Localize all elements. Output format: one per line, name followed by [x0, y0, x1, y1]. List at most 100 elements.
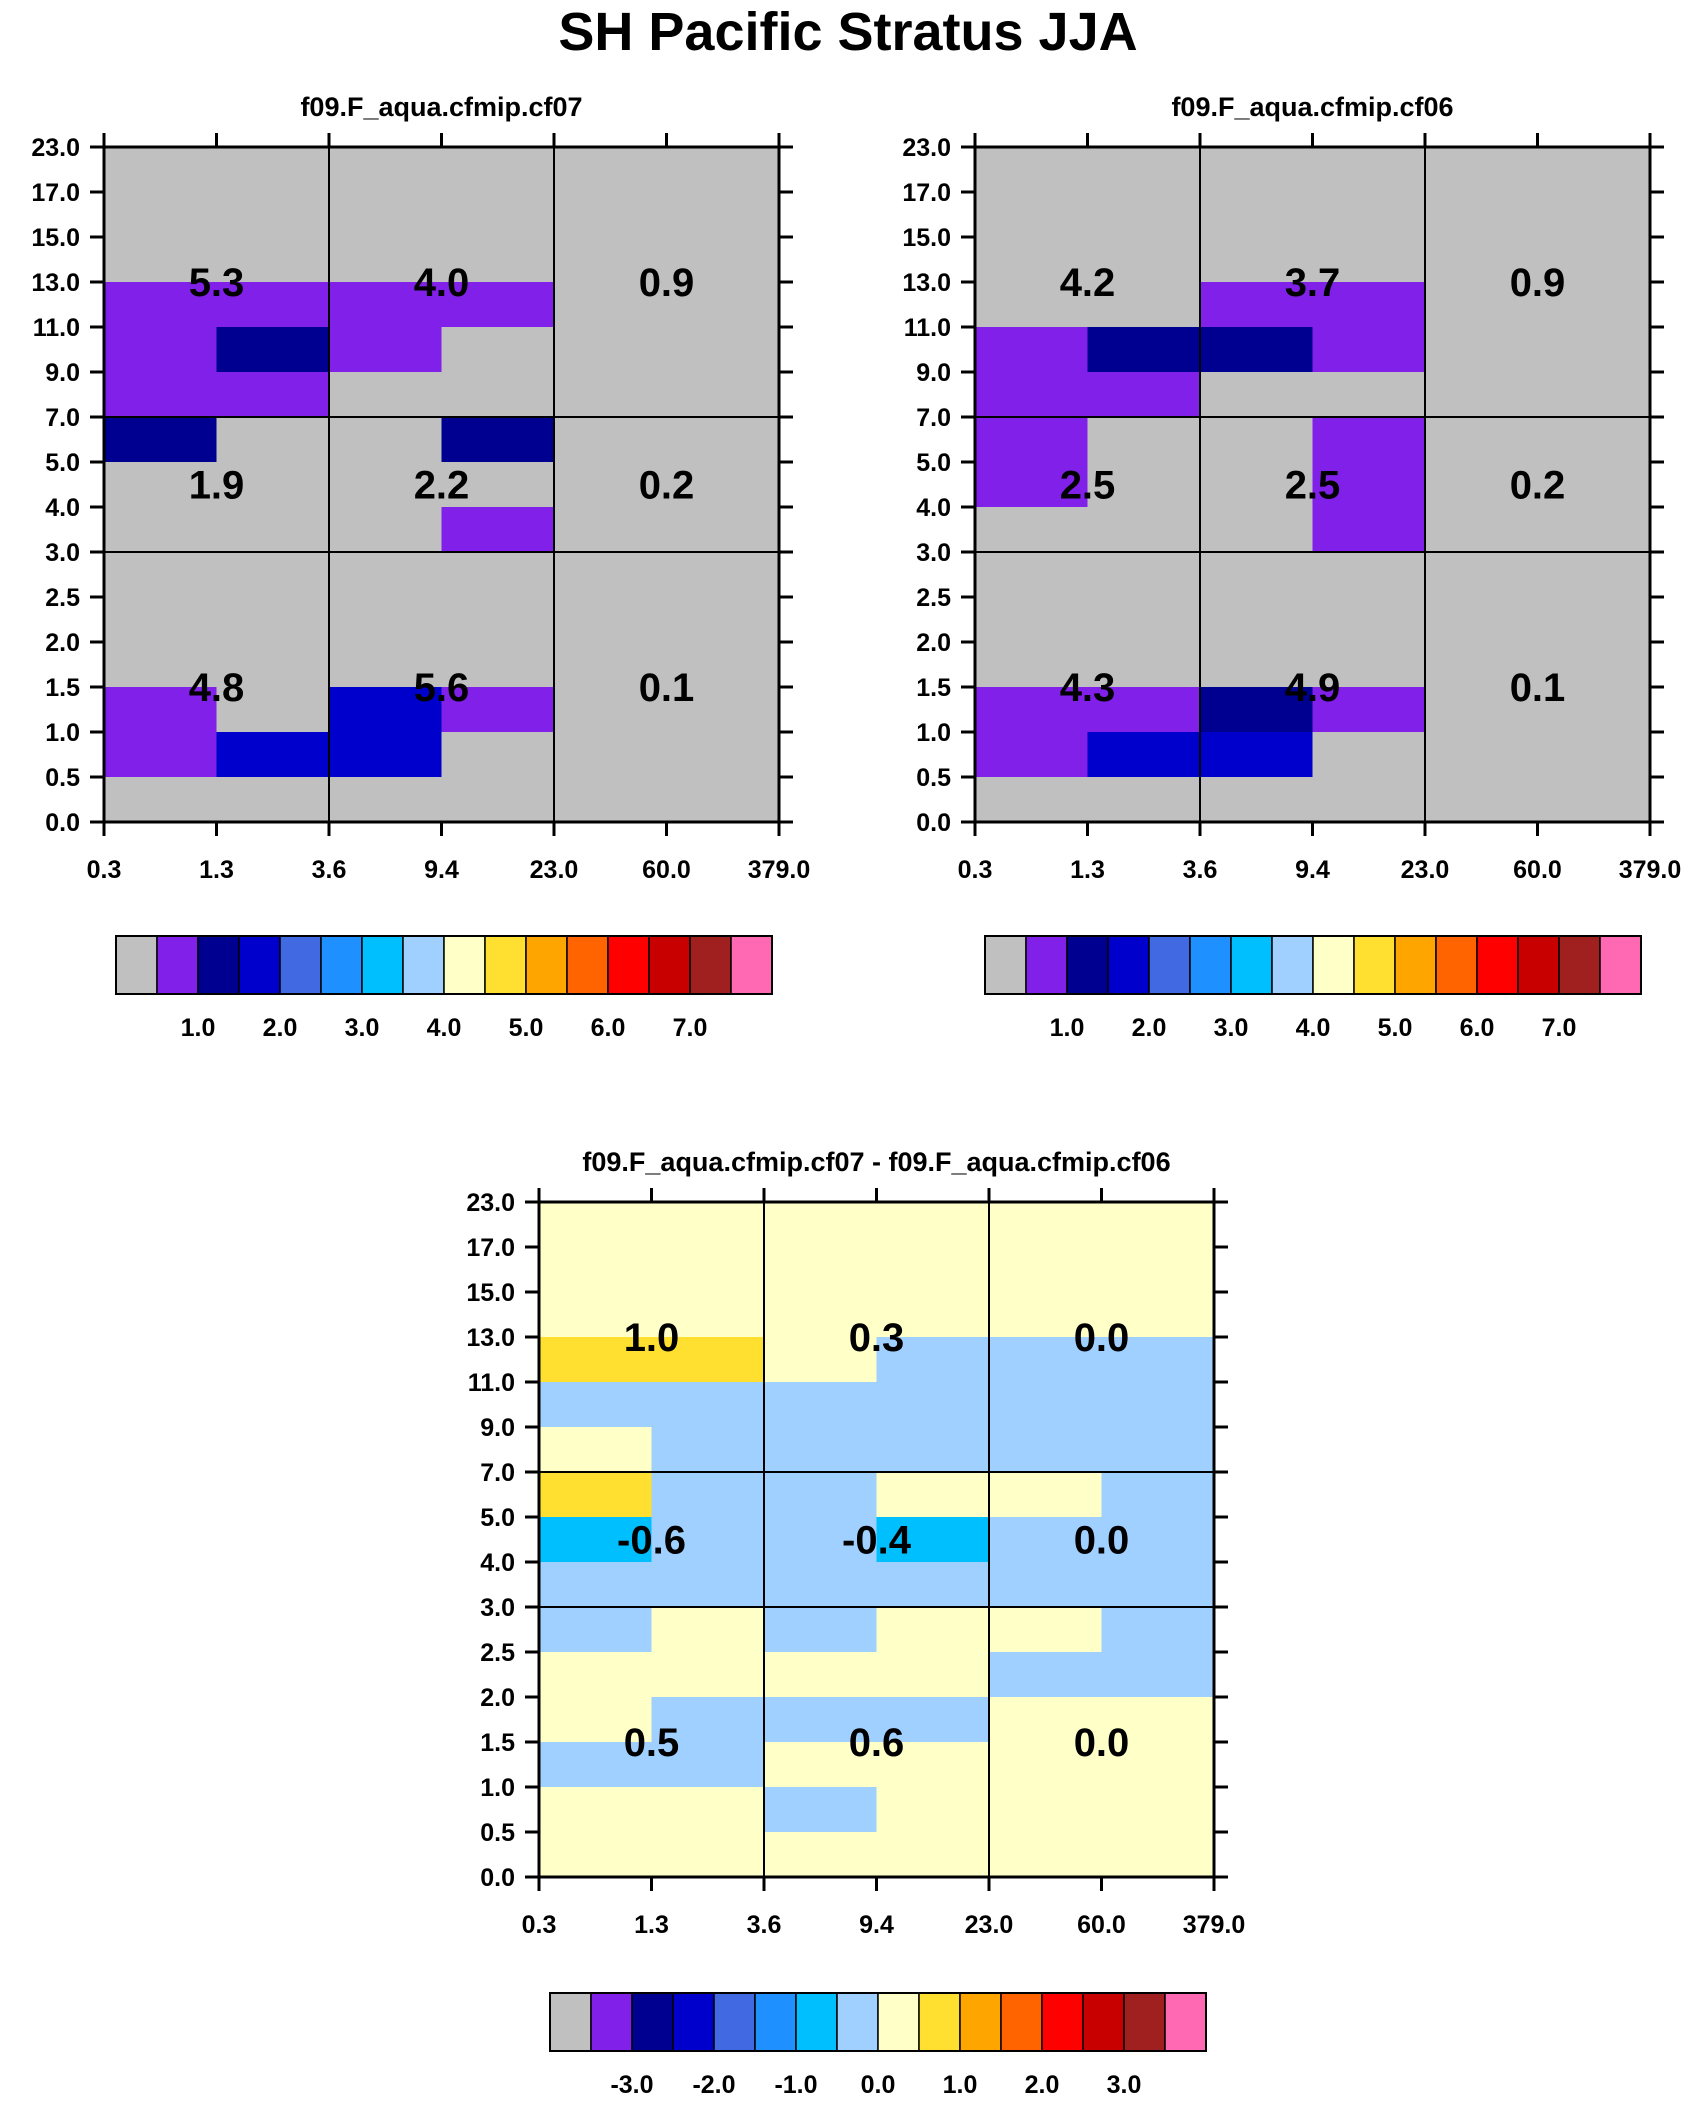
heatmap-cell	[666, 687, 780, 733]
heatmap-cell	[651, 1742, 765, 1788]
heatmap-cell	[554, 327, 668, 373]
heatmap-cell	[1312, 507, 1426, 553]
heatmap-cell	[1537, 372, 1651, 418]
heatmap-cell	[666, 507, 780, 553]
heatmap-cell	[1425, 417, 1539, 463]
heatmap-cell	[651, 1787, 765, 1833]
colorbar-swatch	[156, 935, 199, 995]
heatmap-cell	[539, 1292, 653, 1338]
heatmap-cell	[441, 327, 555, 373]
heatmap-cell	[1425, 192, 1539, 238]
y-tick-label: 23.0	[466, 1189, 515, 1217]
heatmap-cell	[1087, 777, 1201, 823]
x-tick-label: 9.4	[424, 856, 459, 884]
colorbar-swatch	[1123, 1992, 1166, 2052]
heatmap-cell	[441, 642, 555, 688]
heatmap-cell	[876, 1697, 990, 1743]
y-tick-label: 2.5	[45, 584, 80, 612]
x-tick-label: 60.0	[642, 856, 691, 884]
heatmap-cell	[1200, 192, 1314, 238]
heatmap-cell	[441, 282, 555, 328]
x-tick-label: 0.3	[87, 856, 122, 884]
colorbar-swatch	[197, 935, 240, 995]
x-tick-label: 9.4	[1295, 856, 1330, 884]
y-tick-label: 13.0	[31, 269, 80, 297]
heatmap-cell	[441, 372, 555, 418]
heatmap-cell	[104, 237, 218, 283]
y-tick-label: 4.0	[45, 494, 80, 522]
heatmap-cell	[989, 1607, 1103, 1653]
heatmap-cell	[764, 1292, 878, 1338]
heatmap-cell	[989, 1472, 1103, 1518]
heatmap-cell	[329, 327, 443, 373]
colorbar-label: -3.0	[610, 2071, 653, 2099]
heatmap-cell	[666, 327, 780, 373]
heatmap-cell	[975, 552, 1089, 598]
heatmap-cell	[1101, 1517, 1215, 1563]
box-value-label: 0.1	[639, 666, 695, 710]
heatmap-cell	[329, 417, 443, 463]
colorbar-swatch	[279, 935, 322, 995]
heatmap-cell	[989, 1787, 1103, 1833]
heatmap-cell	[1087, 327, 1201, 373]
heatmap-cell	[651, 1652, 765, 1698]
heatmap-cell	[554, 417, 668, 463]
colorbar-swatch	[631, 1992, 674, 2052]
colorbar-label: 0.0	[861, 2071, 896, 2099]
heatmap-cell	[989, 1337, 1103, 1383]
heatmap-cells	[975, 147, 1651, 823]
x-tick-label: 9.4	[859, 1911, 894, 1939]
heatmap-cell	[554, 777, 668, 823]
y-tick-label: 11.0	[33, 314, 80, 342]
heatmap-cell	[554, 732, 668, 778]
heatmap-cell	[1425, 282, 1539, 328]
heatmap-cell	[989, 1652, 1103, 1698]
heatmap-cell	[764, 1652, 878, 1698]
y-tick-label: 1.0	[480, 1774, 515, 1802]
heatmap-cell	[539, 1562, 653, 1608]
heatmap-cell	[989, 1202, 1103, 1248]
heatmap-cell	[216, 597, 330, 643]
heatmap-cell	[1537, 327, 1651, 373]
heatmap-cell	[539, 1742, 653, 1788]
heatmap-cell	[441, 417, 555, 463]
heatmap-cell	[539, 1202, 653, 1248]
x-tick-label: 3.6	[747, 1911, 782, 1939]
heatmap-cell	[989, 1697, 1103, 1743]
colorbar-swatch	[1394, 935, 1437, 995]
heatmap-cell	[651, 1292, 765, 1338]
colorbar-swatch	[754, 1992, 797, 2052]
heatmap-cell	[876, 1517, 990, 1563]
heatmap-cell	[216, 777, 330, 823]
heatmap-cell	[1101, 1607, 1215, 1653]
colorbar: 1.0 2.0 3.0 4.0 5.0 6.0 7.0	[115, 935, 773, 1042]
y-tick-label: 1.0	[916, 719, 951, 747]
colorbar-swatch	[1066, 935, 1109, 995]
heatmap-cell	[1537, 597, 1651, 643]
colorbar-label: 6.0	[591, 1014, 626, 1042]
heatmap-cell	[989, 1832, 1103, 1878]
heatmap-cell	[104, 732, 218, 778]
y-tick-label: 4.0	[916, 494, 951, 522]
y-tick-label: 5.0	[480, 1504, 515, 1532]
y-tick-label: 2.0	[916, 629, 951, 657]
heatmap-cell	[1200, 597, 1314, 643]
heatmap-cell	[666, 192, 780, 238]
heatmap-cell	[554, 282, 668, 328]
y-tick-label: 2.5	[480, 1639, 515, 1667]
heatmap-cell	[1087, 372, 1201, 418]
box-value-label: 0.2	[1510, 464, 1566, 508]
heatmap-cell	[876, 1652, 990, 1698]
box-value-label: 0.2	[639, 464, 695, 508]
y-tick-label: 11.0	[468, 1369, 515, 1397]
heatmap-cell	[1425, 552, 1539, 598]
heatmap-cell	[441, 687, 555, 733]
y-tick-label: 13.0	[466, 1324, 515, 1352]
heatmap-cell	[876, 1427, 990, 1473]
heatmap-cell	[975, 327, 1089, 373]
heatmap-cell	[1101, 1652, 1215, 1698]
heatmap-cell	[764, 1607, 878, 1653]
heatmap-cell	[1425, 462, 1539, 508]
colorbar-swatch	[590, 1992, 633, 2052]
heatmap-cell	[1101, 1337, 1215, 1383]
